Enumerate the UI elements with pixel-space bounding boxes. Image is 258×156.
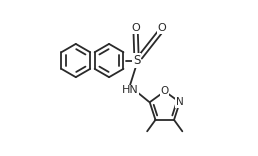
Text: O: O: [158, 23, 167, 33]
Text: HN: HN: [122, 85, 138, 95]
Text: O: O: [131, 23, 140, 33]
Text: N: N: [176, 97, 184, 107]
Text: S: S: [133, 54, 140, 67]
Text: O: O: [161, 86, 169, 96]
